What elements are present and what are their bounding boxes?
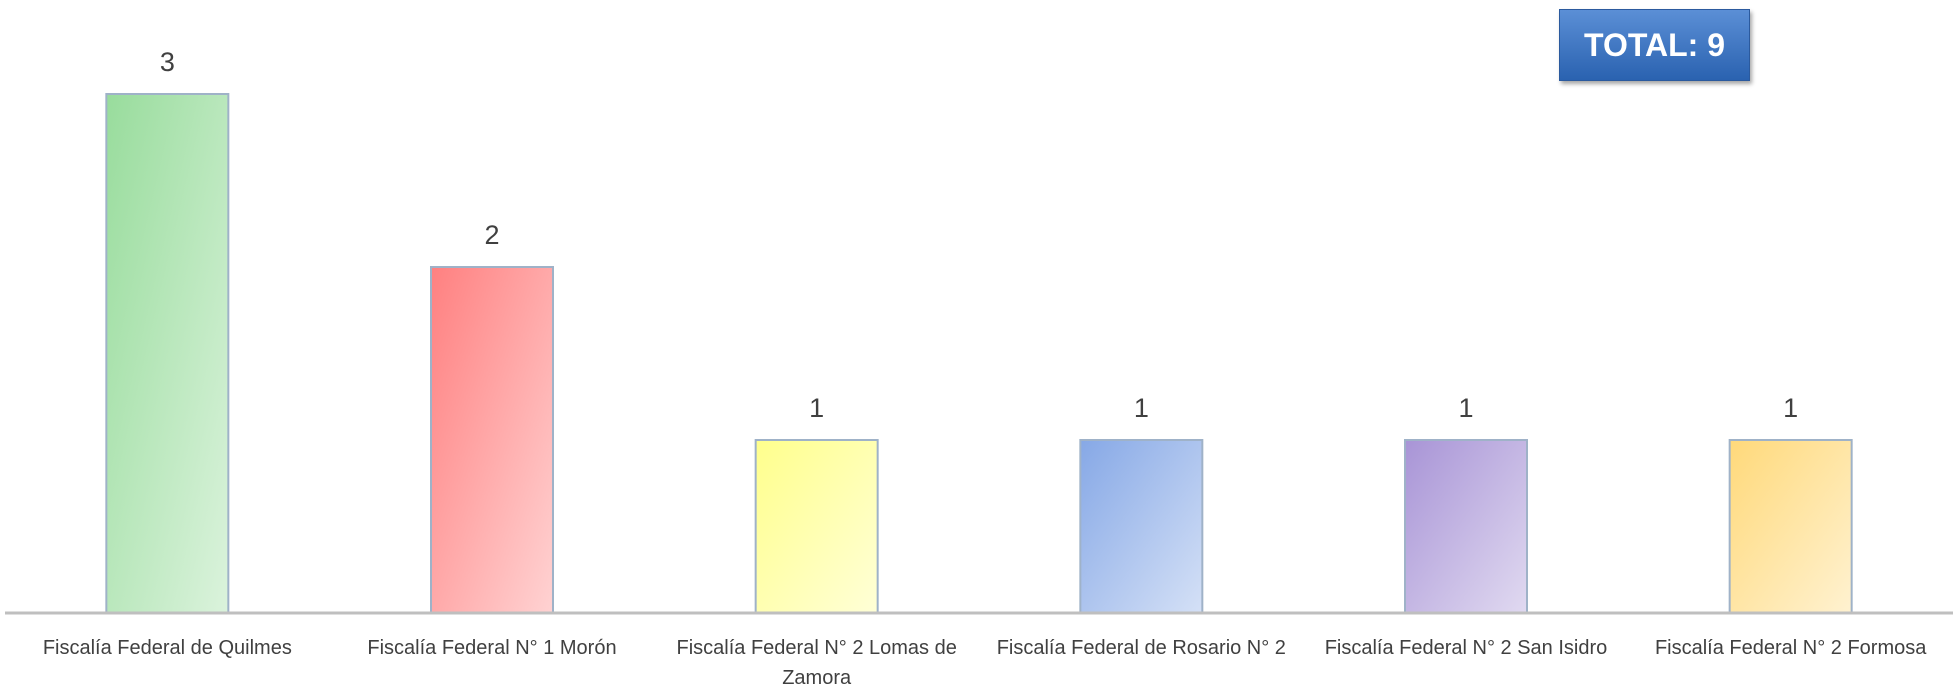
value-label: 1: [1458, 393, 1473, 423]
bar: [1079, 439, 1204, 614]
x-tick-label: Fiscalía Federal de Rosario N° 2: [996, 637, 1286, 659]
bar: [754, 439, 879, 614]
bar: [1404, 439, 1528, 614]
x-tick-label: Fiscalía Federal N° 2 Lomas de Zamora: [676, 637, 957, 689]
value-label: 3: [160, 47, 175, 77]
x-tick-label: Fiscalía Federal de Quilmes: [42, 637, 292, 659]
value-label: 1: [809, 393, 824, 423]
bar: [430, 266, 554, 614]
bar: [105, 93, 230, 614]
x-tick-label: Fiscalía Federal N° 2 San Isidro: [1324, 637, 1608, 659]
x-tick-label: Fiscalía Federal N° 2 Formosa: [1654, 637, 1927, 659]
value-label: 1: [1783, 393, 1798, 423]
bar: [1728, 439, 1853, 614]
x-tick-label: Fiscalía Federal N° 1 Morón: [367, 637, 617, 659]
value-label: 2: [484, 220, 499, 250]
value-label: 1: [1134, 393, 1149, 423]
total-box: TOTAL: 9: [1559, 9, 1750, 81]
